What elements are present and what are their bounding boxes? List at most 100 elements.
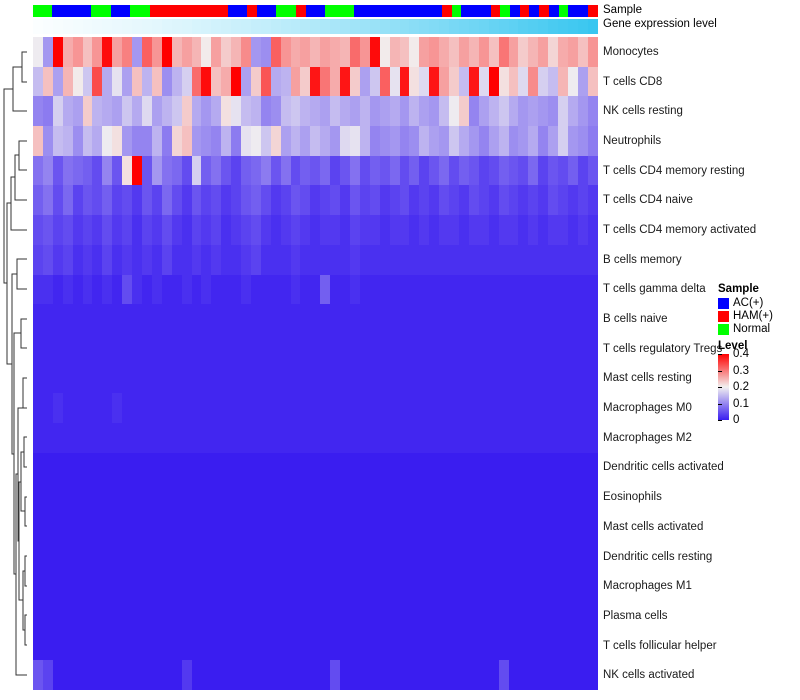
heatmap-cell xyxy=(201,422,212,453)
heatmap-cell xyxy=(221,66,232,97)
heatmap-cell xyxy=(122,660,133,691)
heatmap-cell xyxy=(369,96,380,127)
heatmap-cell xyxy=(567,333,578,364)
heatmap-cell xyxy=(379,422,390,453)
heatmap-cell xyxy=(231,541,242,572)
heatmap-cell xyxy=(42,185,53,216)
heatmap-cell xyxy=(389,155,400,186)
heatmap-cell xyxy=(211,96,222,127)
heatmap-row xyxy=(33,126,598,156)
heatmap-cell xyxy=(558,333,568,364)
heatmap-cell xyxy=(449,126,459,156)
heatmap-cell xyxy=(132,482,142,512)
heatmap-cell xyxy=(458,571,469,602)
heatmap-cell xyxy=(52,660,63,691)
heatmap-cell xyxy=(399,630,410,661)
heatmap-cell xyxy=(122,126,133,156)
heatmap-cell xyxy=(132,452,142,483)
sample-annotation-cell xyxy=(227,5,238,17)
heatmap-cell xyxy=(221,452,232,483)
heatmap-cell xyxy=(290,630,301,661)
heatmap-cell xyxy=(468,126,479,156)
heatmap-cell xyxy=(211,482,222,512)
heatmap-cell xyxy=(310,363,321,394)
heatmap-cell xyxy=(409,482,420,512)
heatmap-cell xyxy=(221,304,232,334)
heatmap-cell xyxy=(567,363,578,394)
heatmap-cell xyxy=(468,66,479,97)
heatmap-row xyxy=(33,244,598,275)
heatmap-cell xyxy=(409,452,420,483)
heatmap-cell xyxy=(369,37,380,67)
heatmap-cell xyxy=(389,304,400,334)
heatmap-cell xyxy=(389,96,400,127)
heatmap-cell xyxy=(221,96,232,127)
gene-expression-cell xyxy=(201,19,212,34)
heatmap-cell xyxy=(171,304,182,334)
heatmap-cell xyxy=(330,630,341,661)
row-label: T cells CD4 memory resting xyxy=(603,164,745,177)
heatmap-cell xyxy=(300,452,311,483)
heatmap-cell xyxy=(498,96,509,127)
heatmap-cell xyxy=(221,244,232,275)
heatmap-cell xyxy=(528,422,539,453)
heatmap-cell xyxy=(577,185,588,216)
heatmap-cell xyxy=(359,660,370,691)
heatmap-cell xyxy=(548,96,559,127)
heatmap-cell xyxy=(518,333,529,364)
heatmap-cell xyxy=(389,482,400,512)
heatmap-cell xyxy=(300,363,311,394)
heatmap-cell xyxy=(132,37,142,67)
heatmap-cell xyxy=(468,185,479,216)
heatmap-cell xyxy=(359,512,370,542)
heatmap-cell xyxy=(290,512,301,542)
heatmap-cell xyxy=(558,155,568,186)
heatmap-cell xyxy=(439,304,450,334)
heatmap-cell xyxy=(468,96,479,127)
heatmap-cell xyxy=(379,601,390,631)
heatmap-cell xyxy=(211,126,222,156)
heatmap-cell xyxy=(567,541,578,572)
heatmap-cell xyxy=(419,66,430,97)
heatmap-cell xyxy=(488,37,499,67)
heatmap-cell xyxy=(359,66,370,97)
heatmap-cell xyxy=(151,304,162,334)
heatmap-cell xyxy=(250,630,261,661)
heatmap-cell xyxy=(161,452,172,483)
gene-expression-cell xyxy=(538,19,549,34)
heatmap-cell xyxy=(488,660,499,691)
heatmap-cell xyxy=(260,482,271,512)
heatmap-cell xyxy=(290,244,301,275)
level-tick-label: 0.2 xyxy=(733,381,749,393)
heatmap-row xyxy=(33,185,598,216)
heatmap-cell xyxy=(478,126,489,156)
heatmap-cell xyxy=(567,601,578,631)
heatmap-cell xyxy=(419,660,430,691)
heatmap-cell xyxy=(478,155,489,186)
heatmap-cell xyxy=(201,601,212,631)
heatmap-cell xyxy=(369,126,380,156)
heatmap-cell xyxy=(72,393,83,423)
heatmap-cell xyxy=(498,66,509,97)
heatmap-cell xyxy=(488,482,499,512)
heatmap-cell xyxy=(359,274,370,305)
heatmap-cell xyxy=(82,541,93,572)
sample-annotation-cell xyxy=(62,5,72,17)
heatmap-cell xyxy=(518,601,529,631)
heatmap-cell xyxy=(181,37,192,67)
row-label: NK cells activated xyxy=(603,669,695,682)
heatmap-cell xyxy=(478,512,489,542)
heatmap-cell xyxy=(82,363,93,394)
heatmap-cell xyxy=(587,37,598,67)
heatmap-cell xyxy=(52,304,63,334)
heatmap-cell xyxy=(449,215,459,245)
heatmap-cell xyxy=(350,333,360,364)
heatmap-cell xyxy=(52,512,63,542)
heatmap-cell xyxy=(132,541,142,572)
heatmap-cell xyxy=(102,244,113,275)
heatmap-cell xyxy=(92,126,103,156)
sample-annotation-cell xyxy=(276,5,287,17)
heatmap-cell xyxy=(42,601,53,631)
heatmap-cell xyxy=(112,541,123,572)
heatmap-cell xyxy=(280,126,291,156)
